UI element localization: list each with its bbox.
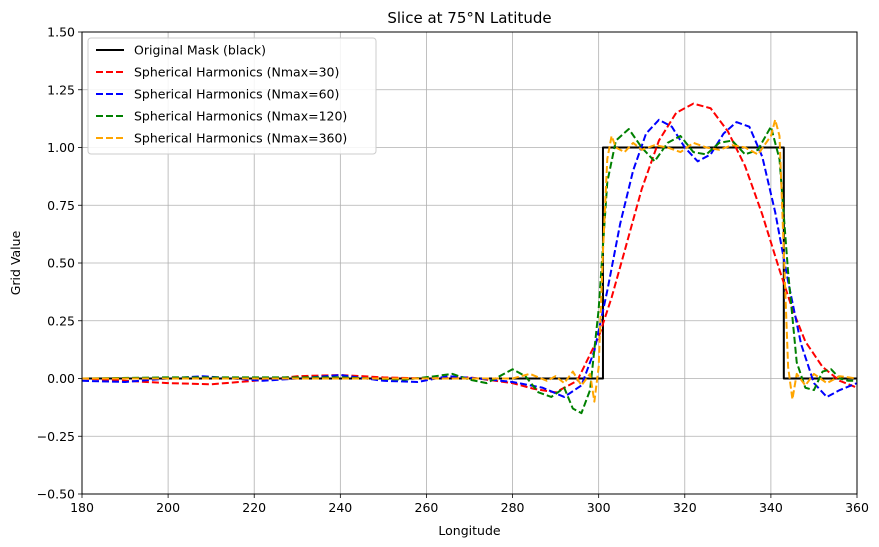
y-tick-label: 1.50 xyxy=(47,25,75,40)
y-tick-label: 0.50 xyxy=(47,256,75,271)
x-tick-label: 300 xyxy=(587,500,611,515)
y-tick-label: 0.25 xyxy=(47,313,75,328)
axis-ticks: 180 200 220 240 260 280 300 320 340 360 −0.50 −0.25… xyxy=(37,25,869,516)
x-tick-label: 220 xyxy=(242,500,266,515)
y-tick-label: 0.00 xyxy=(47,371,75,386)
series-lines xyxy=(82,102,857,415)
series-line-4 xyxy=(82,118,857,403)
x-tick-label: 180 xyxy=(70,500,94,515)
chart-title: Slice at 75°N Latitude xyxy=(387,9,551,27)
legend-label: Original Mask (black) xyxy=(134,43,266,58)
x-tick-label: 200 xyxy=(156,500,180,515)
y-tick-label: 0.75 xyxy=(47,198,75,213)
legend-label: Spherical Harmonics (Nmax=30) xyxy=(134,65,339,80)
series-line-1 xyxy=(82,102,857,394)
y-tick-label: 1.00 xyxy=(47,140,75,155)
y-tick-label: −0.25 xyxy=(37,429,75,444)
x-tick-label: 260 xyxy=(415,500,439,515)
legend-label: Spherical Harmonics (Nmax=120) xyxy=(134,109,347,124)
y-tick-label: 1.25 xyxy=(47,82,75,97)
legend-label: Spherical Harmonics (Nmax=60) xyxy=(134,87,339,102)
x-tick-label: 320 xyxy=(673,500,697,515)
x-tick-label: 340 xyxy=(759,500,783,515)
legend-label: Spherical Harmonics (Nmax=360) xyxy=(134,131,347,146)
legend-box xyxy=(87,37,377,155)
x-tick-label: 240 xyxy=(328,500,352,515)
y-tick-label: −0.50 xyxy=(37,487,75,502)
series-line-3 xyxy=(82,125,857,415)
legend: Original Mask (black) Spherical Harmonics… xyxy=(87,37,377,155)
x-tick-label: 360 xyxy=(845,500,869,515)
x-axis-title: Longitude xyxy=(438,523,500,538)
y-axis-title: Grid Value xyxy=(8,230,23,295)
x-tick-label: 280 xyxy=(501,500,525,515)
